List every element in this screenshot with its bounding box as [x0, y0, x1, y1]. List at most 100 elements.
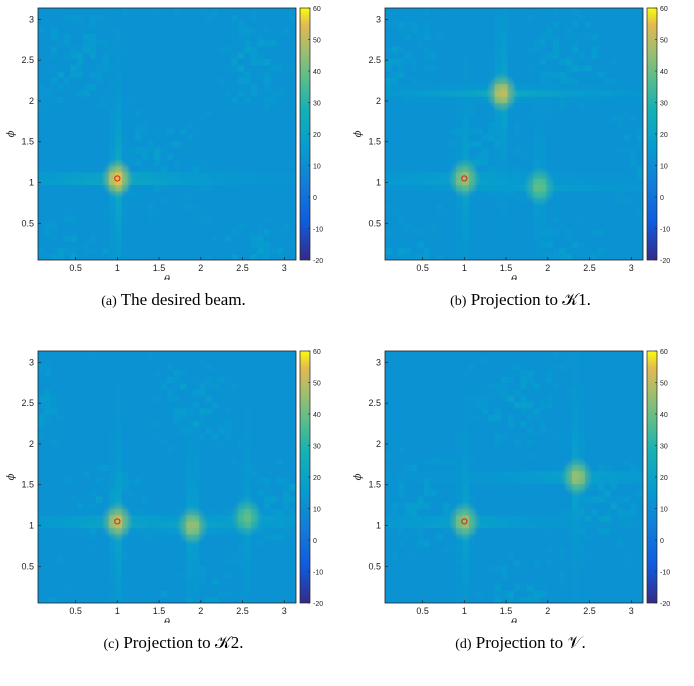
heatmap-cell: [270, 369, 278, 377]
heatmap-cell: [63, 52, 71, 59]
heatmap-cell: [481, 146, 489, 154]
heatmap-cell: [76, 159, 84, 167]
heatmap-cell: [443, 228, 451, 236]
heatmap-cell: [263, 222, 271, 230]
heatmap-cell: [617, 52, 625, 59]
heatmap-cell: [385, 146, 393, 154]
heatmap-cell: [218, 445, 226, 453]
heatmap-cell: [154, 89, 162, 97]
heatmap-cell: [289, 596, 296, 603]
heatmap-cell: [276, 52, 284, 59]
heatmap-cell: [617, 14, 625, 22]
heatmap-cell: [410, 96, 418, 104]
heatmap-cell: [572, 253, 580, 260]
heatmap-cell: [141, 64, 149, 72]
heatmap-cell: [455, 52, 463, 59]
heatmap-cell: [225, 420, 233, 428]
heatmap-cell: [121, 45, 129, 53]
heatmap-cell: [257, 184, 265, 192]
heatmap-cell: [186, 590, 194, 598]
heatmap-cell: [179, 115, 187, 122]
heatmap-cell: [70, 483, 78, 491]
heatmap-cell: [186, 8, 194, 15]
heatmap-cell: [57, 184, 65, 192]
heatmap-cell: [141, 596, 149, 603]
heatmap-cell: [134, 26, 142, 34]
heatmap-cell: [89, 165, 97, 173]
heatmap-cell: [501, 121, 509, 129]
heatmap-cell: [63, 96, 71, 104]
heatmap-cell: [231, 489, 239, 497]
heatmap-cell: [83, 540, 91, 547]
heatmap-cell: [526, 209, 534, 217]
heatmap-cell: [186, 546, 194, 554]
heatmap-cell: [50, 451, 58, 459]
heatmap-cell: [410, 178, 418, 185]
heatmap-cell: [128, 228, 136, 236]
heatmap-cell: [199, 159, 207, 167]
heatmap-cell: [63, 407, 71, 415]
heatmap-cell: [276, 571, 284, 579]
heatmap-cell: [57, 228, 65, 236]
heatmap-cell: [552, 184, 560, 192]
heatmap-cell: [443, 247, 451, 255]
heatmap-cell: [289, 508, 296, 516]
heatmap-cell: [128, 203, 136, 211]
heatmap-cell: [257, 203, 265, 211]
heatmap-cell: [462, 26, 470, 34]
colorbar-tick-label: 20: [660, 132, 668, 139]
heatmap-cell: [205, 127, 213, 135]
heatmap-cell: [108, 253, 116, 260]
heatmap-cell: [134, 489, 142, 497]
heatmap-cell: [147, 171, 155, 179]
heatmap-cell: [63, 247, 71, 255]
heatmap-cell: [154, 508, 162, 516]
heatmap-cell: [481, 102, 489, 110]
heatmap-cell: [397, 203, 405, 211]
heatmap-cell: [167, 39, 175, 47]
heatmap-cell: [636, 108, 643, 116]
heatmap-cell: [623, 26, 631, 34]
heatmap-cell: [283, 115, 291, 122]
heatmap-cell: [186, 71, 194, 78]
heatmap-cell: [225, 127, 233, 135]
heatmap-cell: [263, 197, 271, 204]
heatmap-cell: [225, 432, 233, 440]
heatmap-cell: [128, 33, 136, 41]
heatmap-cell: [70, 39, 78, 47]
heatmap-cell: [391, 33, 399, 41]
heatmap-cell: [44, 222, 52, 230]
heatmap-cell: [167, 222, 175, 230]
heatmap-cell: [270, 134, 278, 141]
heatmap-cell: [83, 483, 91, 491]
heatmap-cell: [141, 58, 149, 66]
heatmap-cell: [263, 89, 271, 97]
heatmap-cell: [63, 102, 71, 110]
heatmap-cell: [283, 369, 291, 377]
heatmap-cell: [436, 77, 444, 85]
heatmap-cell: [604, 159, 612, 167]
heatmap-cell: [57, 477, 65, 484]
heatmap-cell: [167, 451, 175, 459]
colorbar-tick-label: -20: [660, 258, 670, 265]
heatmap-cell: [494, 146, 502, 154]
heatmap-cell: [636, 234, 643, 242]
heatmap-cell: [443, 102, 451, 110]
heatmap-cell: [96, 71, 104, 78]
heatmap-cell: [141, 215, 149, 223]
heatmap-cell: [218, 14, 226, 22]
heatmap-cell: [578, 45, 586, 53]
heatmap-cell: [397, 108, 405, 116]
heatmap-cell: [578, 209, 586, 217]
heatmap-cell: [154, 39, 162, 47]
heatmap-cell: [212, 253, 220, 260]
heatmap-cell: [552, 146, 560, 154]
heatmap-cell: [385, 190, 393, 198]
heatmap-cell: [199, 165, 207, 173]
heatmap-cell: [57, 146, 65, 154]
heatmap-cell: [257, 108, 265, 116]
heatmap-cell: [617, 247, 625, 255]
heatmap-cell: [83, 552, 91, 560]
heatmap-cell: [494, 64, 502, 72]
heatmap-cell: [475, 89, 483, 97]
